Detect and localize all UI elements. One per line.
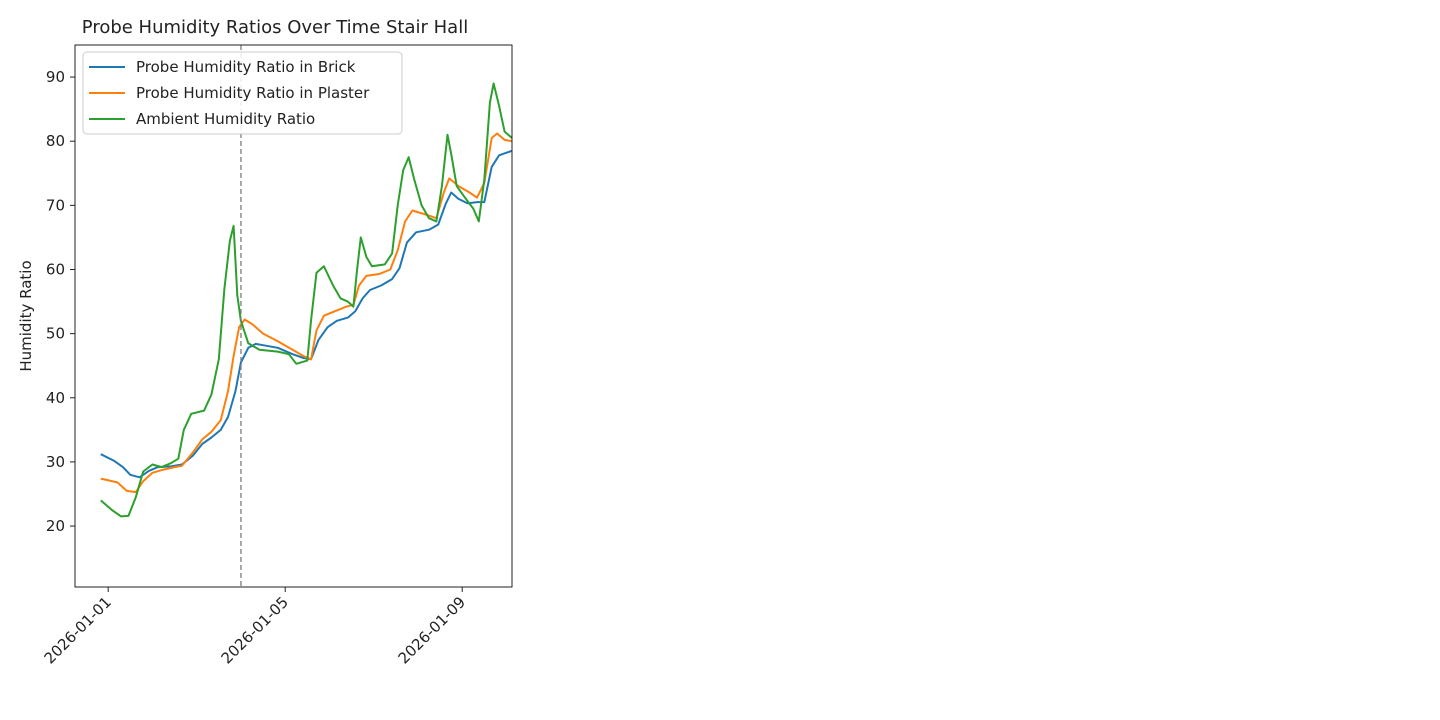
legend-label-1: Probe Humidity Ratio in Brick [136, 58, 356, 76]
series-line-2 [100, 132, 512, 494]
y-tick-label: 60 [46, 260, 65, 278]
y-tick-label: 20 [46, 517, 65, 535]
legend-label-2: Probe Humidity Ratio in Plaster [136, 84, 370, 102]
y-axis: 20 30 40 50 60 70 80 90 [46, 68, 75, 535]
legend: Probe Humidity Ratio in Brick Probe Humid… [82, 51, 403, 135]
chart-title: Probe Humidity Ratios Over Time Stair Ha… [82, 17, 468, 38]
y-tick-label: 80 [46, 132, 65, 150]
y-tick-label: 90 [46, 68, 65, 86]
y-tick-label: 30 [46, 453, 65, 471]
series-layer [100, 82, 512, 518]
legend-box [82, 51, 403, 135]
y-axis-label: Humidity Ratio [17, 260, 35, 371]
series-line-1 [100, 149, 512, 479]
series-line-3 [100, 82, 512, 518]
y-tick-label: 50 [46, 325, 65, 343]
plot-frame [74, 44, 513, 588]
y-tick-label: 70 [46, 196, 65, 214]
legend-label-3: Ambient Humidity Ratio [136, 110, 315, 128]
y-tick-label: 40 [46, 389, 65, 407]
